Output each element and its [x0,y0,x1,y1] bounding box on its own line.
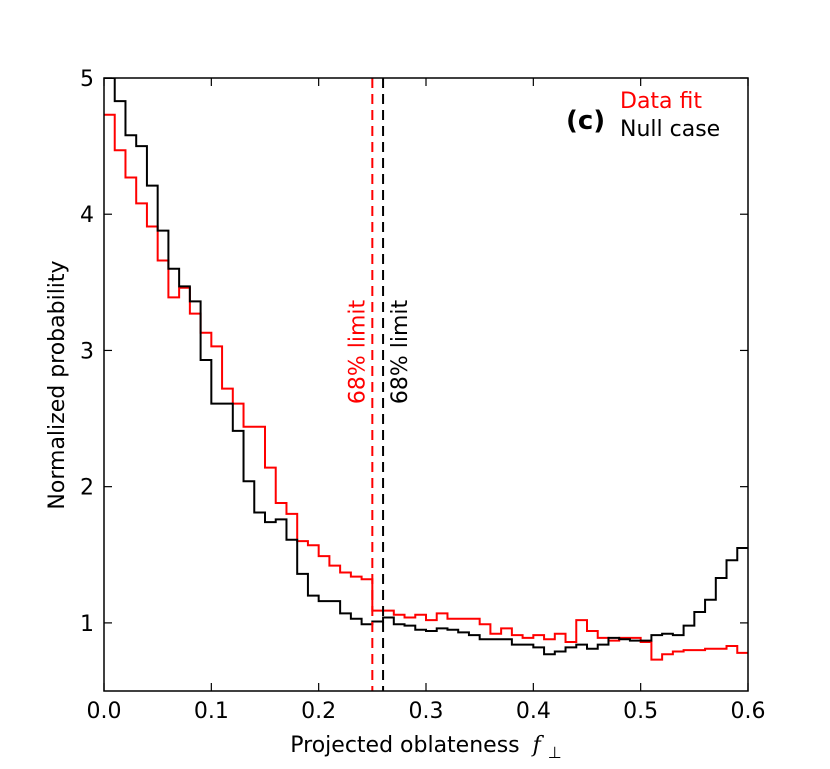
y-tick-label: 2 [80,476,94,501]
y-tick-label: 5 [80,67,94,92]
legend-entry-data-fit: Data fit [620,89,702,114]
x-tick-label: 0.2 [301,699,336,724]
plot-area: 68% limit 68% limit [104,78,748,691]
x-tick-label: 0.0 [87,699,122,724]
panel-label: (c) [566,106,605,136]
limit-label-null-case: 68% limit [388,299,413,404]
series-layer [104,78,748,661]
vline-layer: 68% limit 68% limit [345,78,413,691]
y-tick-label: 3 [80,339,94,364]
series-line-null-case [104,78,748,656]
plot-frame [103,77,749,692]
legend-entry-null-case: Null case [620,117,720,142]
limit-label-data-fit: 68% limit [345,299,370,404]
x-tick-label: 0.6 [731,699,766,724]
x-tick-label: 0.5 [623,699,658,724]
x-tick-label: 0.4 [516,699,551,724]
x-axis-label: Projected oblateness f ⊥ [290,733,561,762]
y-tick-label: 1 [80,612,94,637]
series-line-data-fit [104,113,748,661]
x-tick-label: 0.1 [194,699,229,724]
y-axis-label: Normalized probability [45,260,70,509]
y-tick-label: 4 [80,203,94,228]
tick-layer: 0.0 0.1 0.2 0.3 0.4 0.5 0.6 1 2 3 4 5 [80,67,766,724]
x-tick-label: 0.3 [409,699,444,724]
